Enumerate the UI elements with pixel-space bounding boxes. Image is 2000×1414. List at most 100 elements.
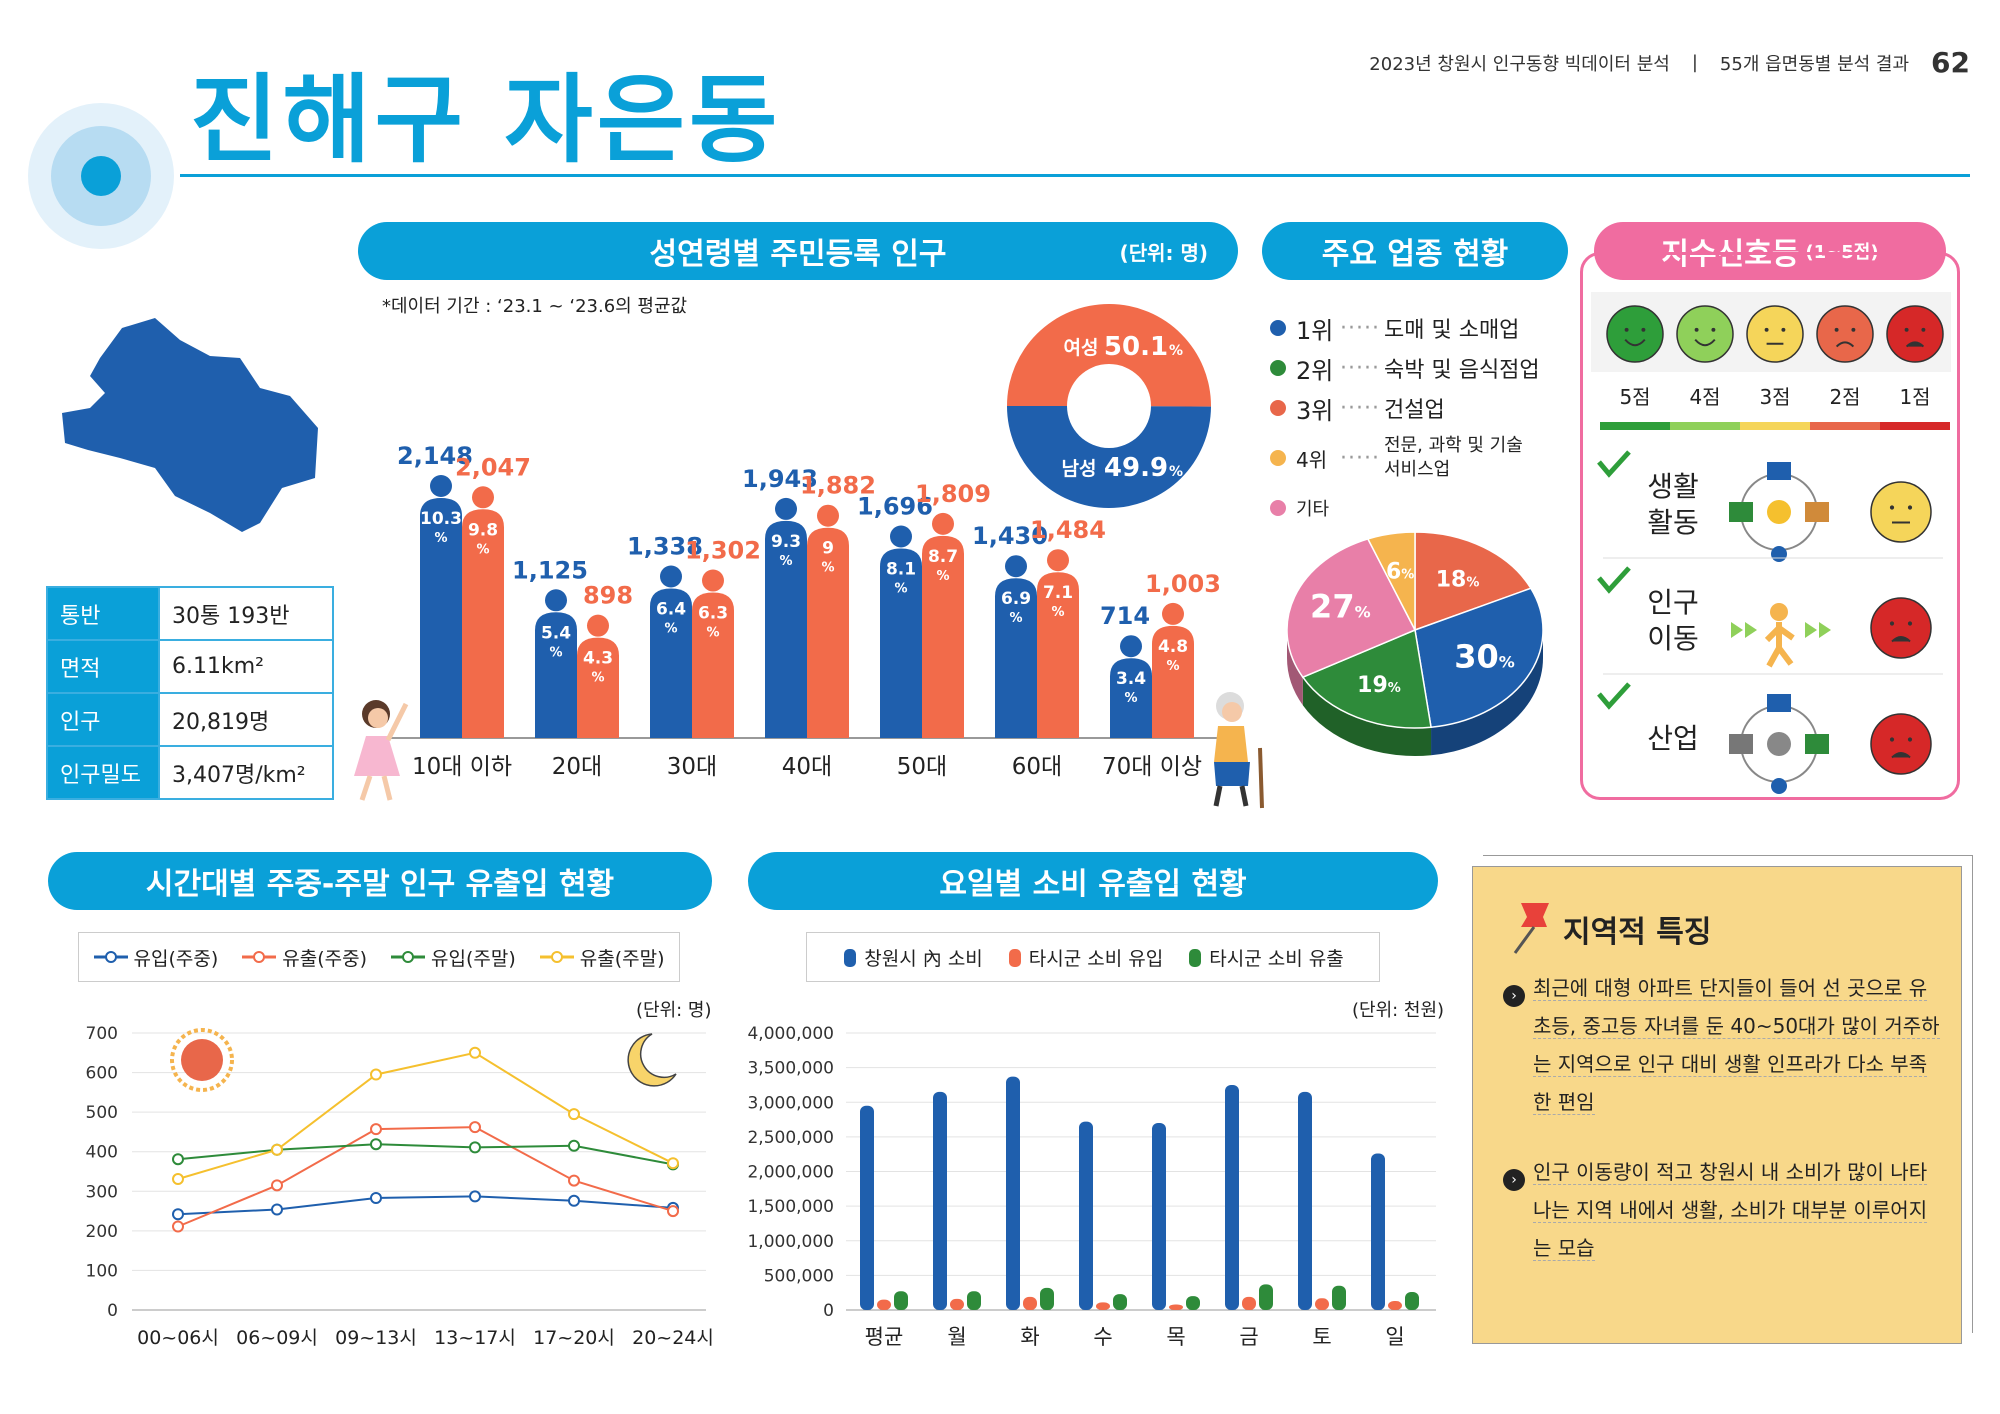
industry-dot bbox=[1270, 320, 1286, 336]
score-face-icon bbox=[1816, 305, 1874, 363]
legend-label: 타시군 소비 유출 bbox=[1209, 947, 1344, 970]
score-face-icon bbox=[1886, 305, 1944, 363]
legend-label: 유입(주중) bbox=[133, 947, 219, 970]
series-point bbox=[172, 1220, 184, 1233]
bar-female: 4.8% bbox=[1152, 602, 1194, 738]
spend-bar bbox=[1169, 1304, 1183, 1310]
bar-pct-sign: % bbox=[664, 622, 677, 637]
bar-body bbox=[650, 588, 692, 738]
category-label: 40대 bbox=[782, 754, 832, 780]
note-text: 인구 이동량이 적고 창원시 내 소비가 많이 나타나는 지역 내에서 생활, … bbox=[1533, 1160, 1928, 1261]
bar-pct-sign: % bbox=[706, 626, 719, 641]
series-line bbox=[177, 1126, 674, 1228]
legend-item: 유입(주중) bbox=[93, 944, 219, 971]
y-tick-label: 600 bbox=[86, 1064, 118, 1084]
bar-value-label: 1,003 bbox=[1145, 570, 1221, 598]
series-point bbox=[172, 1208, 184, 1221]
bar-head bbox=[430, 475, 452, 497]
pin-icon bbox=[1513, 903, 1549, 954]
series-point bbox=[568, 1139, 580, 1152]
info-row: 인구밀도 3,407명/km² bbox=[46, 745, 334, 800]
spend-bar bbox=[1152, 1123, 1166, 1310]
district-map bbox=[62, 318, 318, 532]
signal-panel bbox=[1580, 252, 1960, 800]
series-point bbox=[172, 1153, 184, 1166]
bar-head bbox=[1005, 555, 1027, 578]
female-pct-sign: % bbox=[1169, 343, 1183, 359]
male-pct-sign: % bbox=[1169, 464, 1183, 480]
bar-pct-sign: % bbox=[1009, 611, 1022, 626]
bar-female: 4.3% bbox=[577, 614, 619, 738]
industry-legend: 1위 ····· 도매 및 소매업 2위 ····· 숙박 및 음식점업 3위 … bbox=[1270, 308, 1540, 528]
bar-head bbox=[660, 565, 682, 588]
spend-legend: 창원시 內 소비 타시군 소비 유입 타시군 소비 유출 bbox=[806, 932, 1380, 982]
note-text: 최근에 대형 아파트 단지들이 들어 선 곳으로 유초등, 중고등 자녀를 둔 … bbox=[1533, 976, 1940, 1115]
header-divider: | bbox=[1691, 52, 1698, 73]
series-point bbox=[667, 1205, 679, 1218]
legend-label: 유출(주말) bbox=[579, 947, 665, 970]
spend-bar bbox=[1388, 1300, 1402, 1310]
y-tick-label: 500 bbox=[86, 1103, 118, 1123]
bar-male: 3.4% bbox=[1110, 635, 1152, 738]
walking-person-icon bbox=[1731, 603, 1831, 668]
series-point bbox=[469, 1190, 481, 1203]
spend-bar bbox=[1079, 1121, 1093, 1310]
bar-value-label: 1,338 bbox=[627, 533, 703, 561]
bar-pct-label: 9.8 bbox=[468, 520, 498, 540]
y-tick-label: 2,000,000 bbox=[747, 1163, 834, 1183]
series-point bbox=[370, 1138, 382, 1151]
bar-male: 9.3% bbox=[765, 497, 807, 738]
pie-pct-sign: % bbox=[1388, 681, 1401, 696]
series-point bbox=[271, 1203, 283, 1216]
leader-dots: ····· bbox=[1340, 395, 1380, 421]
legend-label: 유출(주중) bbox=[282, 947, 367, 970]
flow-line-chart: 0 100 200 300 400 500 600 700 00~06시 06~09시 09~13시… bbox=[86, 1024, 714, 1349]
bar-male: 10.3% bbox=[420, 475, 462, 738]
bar-body bbox=[462, 509, 504, 738]
bar-pct-sign: % bbox=[1124, 691, 1137, 706]
bar-pct-label: 8.7 bbox=[928, 547, 958, 567]
pie-slice bbox=[1414, 587, 1544, 729]
series-line bbox=[177, 1143, 674, 1166]
score-face-icon bbox=[1746, 305, 1804, 363]
bar-pct-sign: % bbox=[549, 645, 562, 660]
regional-features-note: 지역적 특징 › 최근에 대형 아파트 단지들이 들어 선 곳으로 유초등, 중… bbox=[1472, 866, 1962, 1344]
note-item: 최근에 대형 아파트 단지들이 들어 선 곳으로 유초등, 중고등 자녀를 둔 … bbox=[1533, 969, 1943, 1121]
info-value: 20,819명 bbox=[158, 692, 334, 747]
bar-pct-label: 7.1 bbox=[1043, 583, 1073, 603]
bar-head bbox=[1162, 602, 1184, 625]
bar-pct-label: 9.3 bbox=[771, 532, 801, 552]
y-tick-label: 2,500,000 bbox=[747, 1128, 834, 1148]
industry-pie-chart: 18%30%19%27%6% bbox=[1286, 531, 1544, 756]
spend-bar bbox=[1225, 1084, 1239, 1310]
bar-value-label: 1,696 bbox=[857, 493, 933, 521]
pie-slice bbox=[1366, 531, 1416, 631]
score-color-bar bbox=[1600, 422, 1670, 430]
info-row: 통반 30통 193반 bbox=[46, 586, 334, 641]
bar-pct-sign: % bbox=[591, 671, 604, 686]
bar-head bbox=[702, 569, 724, 592]
category-label: 20대 bbox=[552, 754, 602, 780]
legend-item: 유입(주말) bbox=[391, 944, 516, 971]
spend-bar bbox=[1405, 1291, 1419, 1310]
population-bar-chart: 10.3% 2,148 9.8% 2,047 10대 이하 5.4% 1,125 4.3% 89… bbox=[380, 442, 1240, 780]
female-value: 50.1 bbox=[1104, 332, 1168, 362]
row-label: 이동 bbox=[1647, 622, 1699, 655]
result-face-icon bbox=[1870, 481, 1932, 543]
spend-bar bbox=[1006, 1076, 1020, 1310]
bar-female: 8.7% bbox=[922, 512, 964, 738]
x-tick-label: 06~09시 bbox=[236, 1327, 318, 1349]
bar-male: 6.9% bbox=[995, 555, 1037, 738]
female-label: 여성 bbox=[1064, 337, 1099, 359]
bar-body bbox=[577, 637, 619, 738]
series-point bbox=[172, 1173, 184, 1186]
leader-dots: ····· bbox=[1340, 315, 1380, 341]
bar-value-label: 898 bbox=[583, 582, 633, 610]
industry-label: 도매 및 소매업 bbox=[1384, 318, 1520, 343]
y-tick-label: 400 bbox=[86, 1143, 118, 1163]
industry-rank: 3위 bbox=[1296, 396, 1334, 425]
bar-female: 9% bbox=[807, 504, 849, 738]
spend-bar-chart: 0 500,000 1,000,000 1,500,000 2,000,000 2,500… bbox=[747, 1024, 1436, 1349]
category-label: 50대 bbox=[897, 754, 947, 780]
bar-pct-sign: % bbox=[1051, 605, 1064, 620]
